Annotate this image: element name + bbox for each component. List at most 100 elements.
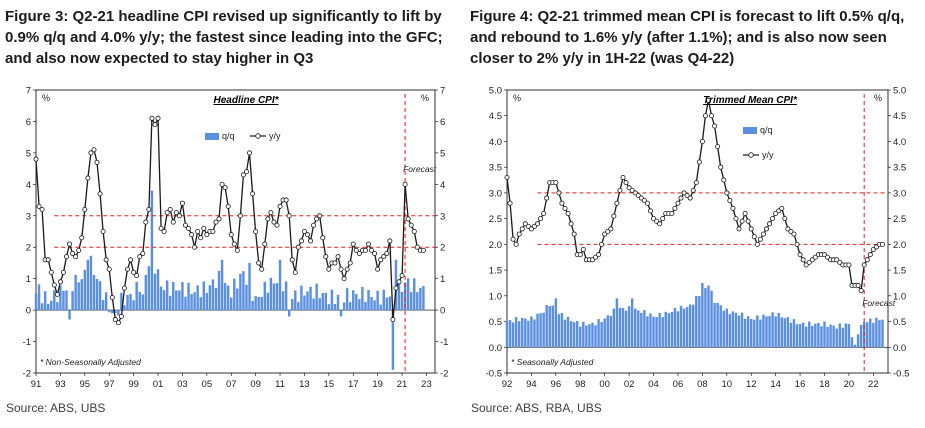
- yoy-point: [525, 223, 531, 229]
- yoy-point: [225, 203, 231, 209]
- qoq-bar: [111, 310, 114, 314]
- y-tick-label-left: 3: [26, 211, 31, 222]
- yoy-point: [91, 147, 97, 153]
- x-tick-label: 93: [55, 379, 66, 390]
- legend-qoq-label: q/q: [760, 125, 773, 135]
- qoq-bar: [65, 290, 68, 311]
- qoq-bar: [554, 298, 558, 348]
- qoq-bar: [542, 312, 545, 348]
- yoy-point: [356, 251, 362, 257]
- yoy-point: [45, 257, 51, 263]
- qoq-bar: [692, 304, 695, 348]
- yoy-point: [201, 225, 207, 231]
- qoq-bar: [774, 316, 777, 348]
- yoy-point: [544, 195, 550, 201]
- yoy-point: [213, 219, 219, 225]
- figure-3-source: Source: ABS, UBS: [6, 401, 106, 415]
- x-tick-label: 99: [128, 379, 139, 390]
- y-tick-label-left: 5: [26, 148, 31, 159]
- y-tick-label-right: -2: [440, 369, 448, 380]
- qoq-bar: [239, 273, 242, 311]
- qoq-bar: [53, 290, 56, 311]
- yoy-point: [739, 218, 745, 224]
- qoq-bar: [710, 290, 713, 348]
- yoy-point: [94, 159, 100, 165]
- yoy-point: [687, 195, 693, 201]
- y-tick-label-left: 5.0: [489, 86, 502, 97]
- yoy-point: [776, 208, 782, 214]
- qoq-bar: [95, 278, 99, 311]
- qoq-bar: [230, 297, 233, 311]
- qoq-bar: [505, 320, 509, 348]
- yoy-point: [531, 223, 537, 229]
- qoq-bar: [594, 325, 597, 348]
- trimmed-mean-cpi-chart: -0.5 -0.5 0.0 0.0 0.5 0.5 1.0 1.0 1.5 1.5 2.0 2.0 2.…: [486, 86, 910, 391]
- yoy-point: [870, 247, 876, 253]
- x-tick-label: 10: [722, 379, 733, 390]
- qoq-bar: [129, 293, 132, 311]
- qoq-bar: [416, 292, 419, 311]
- yoy-point: [605, 228, 611, 234]
- qoq-bar: [342, 302, 346, 311]
- yoy-point: [672, 205, 678, 211]
- yoy-point: [247, 150, 253, 156]
- yoy-point: [277, 203, 283, 209]
- qoq-bar: [34, 293, 38, 311]
- yoy-point: [125, 266, 131, 272]
- yoy-point: [344, 266, 350, 272]
- qoq-bar: [101, 300, 105, 311]
- qoq-bar: [379, 304, 382, 311]
- yoy-point: [234, 247, 240, 253]
- qoq-bar: [214, 288, 218, 311]
- qoq-bar: [162, 290, 166, 311]
- y-tick-label-left: -1: [23, 337, 31, 348]
- x-tick-label: 00: [599, 379, 610, 390]
- qoq-bar: [682, 308, 686, 348]
- yoy-point: [76, 247, 82, 253]
- qoq-bar: [333, 303, 337, 311]
- plot-frame: [35, 89, 436, 374]
- yoy-point: [538, 216, 544, 222]
- yoy-point: [109, 295, 115, 301]
- figure-3-title: Figure 3: Q2-21 headline CPI revised up …: [5, 8, 443, 67]
- yoy-point: [577, 252, 583, 258]
- qoq-bar: [850, 337, 854, 348]
- qoq-bar: [670, 312, 674, 348]
- qoq-bar: [673, 307, 677, 348]
- yoy-point: [565, 210, 571, 216]
- qoq-bar: [169, 295, 172, 311]
- qoq-bar: [86, 259, 90, 311]
- qoq-bar: [667, 313, 671, 348]
- y-tick-label-right: 0.0: [893, 343, 906, 354]
- qoq-bar: [655, 316, 658, 348]
- y-tick-label-left: 2: [26, 243, 31, 254]
- yoy-point: [626, 185, 632, 191]
- yoy-point: [712, 123, 718, 129]
- qoq-bar: [737, 315, 741, 348]
- x-tick-label: 97: [104, 379, 115, 390]
- qoq-bar: [804, 326, 808, 348]
- yoy-point: [36, 203, 42, 209]
- yoy-point: [387, 238, 393, 244]
- qoq-bar: [382, 289, 385, 311]
- yoy-point: [362, 247, 368, 253]
- x-tick-label: 05: [202, 379, 213, 390]
- y-tick-label-left: 1.5: [489, 266, 502, 277]
- yoy-point: [372, 251, 378, 257]
- qoq-bar: [618, 307, 622, 348]
- qoq-bar: [345, 288, 349, 311]
- qoq-bar: [759, 319, 762, 348]
- qoq-bar: [649, 313, 652, 348]
- qoq-bar: [339, 310, 343, 317]
- y-tick-label-right: 4: [440, 180, 445, 191]
- qoq-bar: [278, 259, 282, 311]
- yoy-point: [559, 200, 565, 206]
- yoy-point: [632, 190, 638, 196]
- qoq-bar: [400, 291, 404, 311]
- yoy-point: [709, 113, 715, 119]
- qoq-bar: [511, 322, 515, 348]
- qoq-bar: [141, 294, 144, 311]
- yoy-point: [651, 216, 657, 222]
- qoq-bar: [220, 259, 224, 311]
- qoq-bar: [572, 322, 576, 348]
